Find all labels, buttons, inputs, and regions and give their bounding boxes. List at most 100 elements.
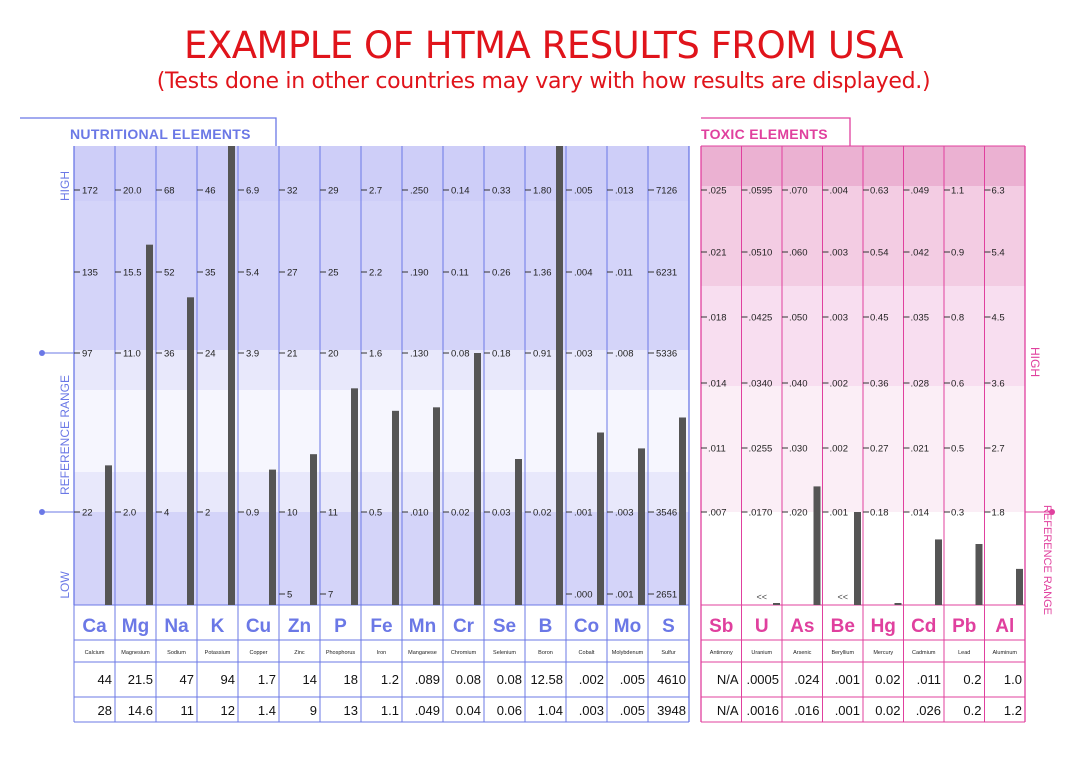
tick-label: .011: [615, 268, 633, 279]
tick-label: 6.3: [992, 186, 1005, 197]
tick-label: 32: [287, 186, 298, 197]
tick-label: 3.9: [246, 349, 259, 360]
tick-label: .0425: [749, 313, 773, 324]
tick-label: 0.5: [369, 508, 382, 519]
bar-cu: [269, 469, 276, 605]
tick-label: .002: [830, 444, 849, 455]
tick-label: .042: [911, 248, 930, 259]
tick-label: 5.4: [246, 268, 259, 279]
tick-label: 0.8: [951, 313, 964, 324]
element-symbol-na: Na: [164, 616, 189, 637]
element-name-cu: Copper: [249, 650, 267, 656]
bar-cr: [474, 353, 481, 605]
result-1-cell: 14: [303, 672, 317, 687]
element-name-cd: Cadmium: [912, 650, 936, 656]
result-2-cell: 12: [221, 703, 235, 718]
element-symbol-zn: Zn: [288, 616, 311, 637]
tick-label: .030: [789, 444, 808, 455]
tick-label: 0.6: [951, 379, 964, 390]
tick-label: 2.2: [369, 268, 382, 279]
tick-label: .018: [708, 313, 727, 324]
tick-label: .003: [830, 248, 849, 259]
tick-label: 10: [287, 508, 298, 519]
element-name-k: Potassium: [205, 650, 231, 656]
reference-marker-dot: [39, 350, 45, 356]
tick-label: .004: [574, 268, 593, 279]
tick-label: 0.91: [533, 349, 552, 360]
tick-label: 3546: [656, 508, 677, 519]
element-symbol-mn: Mn: [409, 616, 436, 637]
result-2-cell: .001: [835, 703, 860, 718]
element-name-b: Boron: [538, 650, 553, 656]
toxic-title-bracket: [701, 117, 851, 146]
tick-label: 4.5: [992, 313, 1005, 324]
element-symbol-b: B: [539, 616, 553, 637]
tick-label: 3.6: [992, 379, 1005, 390]
element-name-cr: Chromium: [451, 650, 477, 656]
tick-label: 0.08: [451, 349, 470, 360]
tick-label: 0.5: [951, 444, 964, 455]
tick-label: 25: [328, 268, 339, 279]
tick-label: .014: [911, 508, 930, 519]
axis-label-reference: REFERENCE RANGE: [58, 375, 72, 495]
tick-label: 0.36: [870, 379, 889, 390]
tick-label: .130: [410, 349, 429, 360]
result-1-cell: N/A: [717, 672, 739, 687]
result-2-cell: 9: [310, 703, 317, 718]
top-band: [74, 146, 689, 201]
element-symbol-mo: Mo: [614, 616, 641, 637]
bar-zn: [310, 454, 317, 605]
element-name-co: Cobalt: [579, 650, 595, 656]
tick-label: .003: [830, 313, 849, 324]
tick-label: 5: [287, 590, 292, 601]
tick-label: 0.02: [451, 508, 470, 519]
result-1-cell: .024: [794, 672, 819, 687]
element-name-pb: Lead: [958, 650, 970, 656]
element-symbol-k: K: [211, 616, 225, 637]
bar-cd: [935, 539, 942, 605]
tick-label: 15.5: [123, 268, 142, 279]
tick-label: 0.9: [246, 508, 259, 519]
result-1-cell: 94: [221, 672, 235, 687]
tick-label: .190: [410, 268, 429, 279]
result-2-cell: 28: [98, 703, 112, 718]
bar-se: [515, 459, 522, 605]
tick-label: 0.27: [870, 444, 889, 455]
tick-label: 5336: [656, 349, 677, 360]
element-symbol-ca: Ca: [82, 616, 107, 637]
result-1-cell: 1.7: [258, 672, 276, 687]
tick-label: .049: [911, 186, 930, 197]
result-1-cell: 0.2: [963, 672, 981, 687]
page-title: EXAMPLE OF HTMA RESULTS FROM USA: [184, 24, 904, 67]
result-1-cell: 44: [98, 672, 112, 687]
result-1-cell: 47: [180, 672, 194, 687]
result-1-cell: 4610: [657, 672, 686, 687]
tick-label: .0340: [749, 379, 773, 390]
tick-label: 68: [164, 186, 175, 197]
tick-label: .013: [615, 186, 634, 197]
result-2-cell: .016: [794, 703, 819, 718]
result-1-cell: 1.2: [381, 672, 399, 687]
tick-label: 2.0: [123, 508, 136, 519]
element-name-na: Sodium: [167, 650, 186, 656]
element-symbol-s: S: [662, 616, 675, 637]
tick-label: 0.63: [870, 186, 889, 197]
tick-label: 11: [328, 508, 338, 519]
toxic-axis-label-high: HIGH: [1028, 347, 1042, 377]
tick-label: 24: [205, 349, 216, 360]
result-1-cell: .001: [835, 672, 860, 687]
axis-label-low: LOW: [58, 571, 72, 599]
tick-label: .060: [789, 248, 808, 259]
element-name-be: Beryllium: [831, 650, 854, 656]
element-symbol-se: Se: [493, 616, 516, 637]
tick-label: .001: [574, 508, 593, 519]
tick-label: 29: [328, 186, 339, 197]
tick-label: 1.80: [533, 186, 552, 197]
result-1-cell: .0005: [746, 672, 779, 687]
tick-label: .0510: [749, 248, 773, 259]
result-2-cell: 14.6: [128, 703, 153, 718]
element-name-u: Uranium: [751, 650, 772, 656]
tick-label: 7: [328, 590, 333, 601]
result-2-cell: 11: [181, 703, 195, 718]
tick-label: 0.9: [951, 248, 964, 259]
